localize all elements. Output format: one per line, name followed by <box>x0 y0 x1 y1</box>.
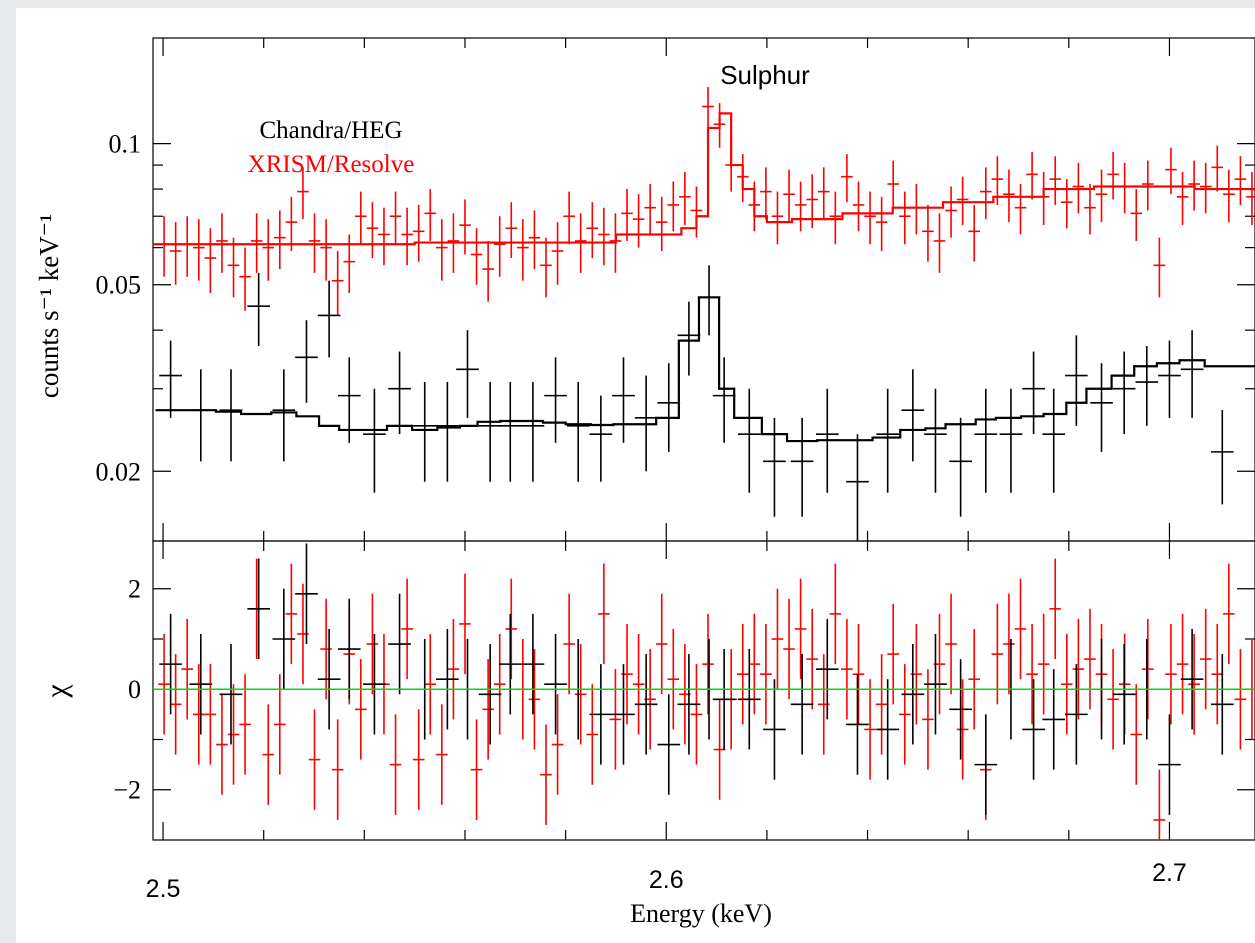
model-curve-chandra-heg <box>155 296 1255 443</box>
spectrum-y-tick-label: 0.05 <box>96 271 142 300</box>
spectrum-series <box>153 87 1255 541</box>
residual-series <box>153 543 1255 840</box>
spectrum-panel-frame <box>152 37 1255 542</box>
series-xrism-resolve <box>153 87 1255 316</box>
series-chandra-heg <box>155 265 1255 541</box>
model-curve-xrism-resolve <box>153 112 1255 246</box>
legend-chandra-heg: Chandra/HEG <box>259 117 402 144</box>
residual-y-tick-label: −2 <box>113 776 141 805</box>
x-axis-label: Energy (keV) <box>630 899 772 928</box>
residual-panel-frame <box>152 540 1255 841</box>
residual-xrism-resolve <box>158 558 1255 840</box>
residual-y-tick-label: 0 <box>128 675 141 704</box>
chart-svg: 0.1 0.05 0.02 2 0 −2 2.5 2.6 2.7 Sulphur Chand… <box>34 37 1255 928</box>
spectrum-y-tick-label: 0.1 <box>109 130 142 159</box>
legend-xrism-resolve: XRISM/Resolve <box>248 151 415 178</box>
x-tick-label: 2.7 <box>1152 859 1187 887</box>
figure-frame: 0.1 0.05 0.02 2 0 −2 2.5 2.6 2.7 Sulphur Chand… <box>16 8 1255 943</box>
x-tick-label: 2.5 <box>146 875 181 903</box>
spectrum-y-tick-label: 0.02 <box>96 457 142 486</box>
residual-y-tick-label: 2 <box>128 575 141 604</box>
energy-x-ticks: 2.5 2.6 2.7 <box>146 38 1187 903</box>
x-tick-label: 2.6 <box>649 866 684 894</box>
chart-title: Sulphur <box>720 60 810 90</box>
spectrum-y-axis-label: counts s⁻¹ keV⁻¹ <box>34 214 64 398</box>
residual-y-axis-label: χ <box>40 684 73 699</box>
spectrum-y-ticks: 0.1 0.05 0.02 <box>96 130 1255 486</box>
